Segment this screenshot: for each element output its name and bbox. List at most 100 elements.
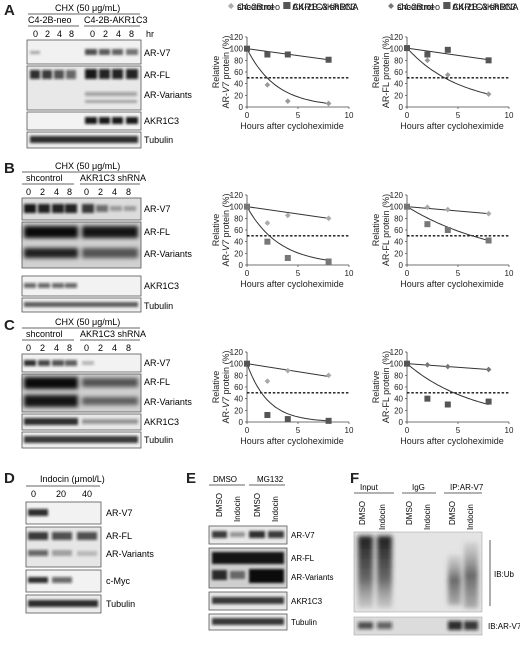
band-label: AR-V7 [106,508,133,518]
b-tp: 2 [40,187,45,197]
band-label: AR-V7 [144,358,171,368]
d-band-labels: AR-V7 AR-FL AR-Variants c-Myc Tubulin [106,508,154,609]
y-tick-label: 20 [394,91,403,100]
f-group-label: IgG [412,483,425,492]
chart-A-right: C4-2B neo C4-2B-AKR1C3 0 20 40 60 80 100 120 0 5 10… [371,2,516,131]
x-tick-label: 10 [505,269,514,278]
x-axis-label: Hours after cycloheximide [240,436,344,446]
fit-curve [406,363,489,405]
y-axis-label-part: AR- [221,93,231,109]
data-point [264,51,271,58]
y-axis-label-part: protein (%) [221,35,231,82]
series-square [244,203,332,265]
y-tick-label: 60 [234,68,243,77]
a-group-label-2: C4-2B-AKR1C3 [84,15,148,25]
legend-entry: C4-2B neo [397,2,440,12]
c-tp: 2 [98,343,103,353]
f-lane: Indocin [466,504,475,530]
y-axis-label-line: Relative [371,371,381,404]
f-lane: DMSO [448,501,457,525]
c-blot-tubulin [21,431,142,449]
e-group-label: DMSO [213,475,237,484]
series-square [244,45,332,63]
series-square [244,360,332,424]
legend-entry: AKR1C3 shRNA [452,2,518,12]
y-tick-label: 0 [239,418,244,427]
legend-entry: shcontrol [237,2,274,12]
series-diamond [244,360,332,384]
a-timepoints: 0 2 4 8 0 2 4 8 hr [33,29,154,39]
series-diamond [404,203,492,217]
panel-d: Indocin (μmol/L) 0 20 40 AR-V7 AR-FL AR-… [25,474,154,614]
data-point [244,360,250,367]
band-label: AR-FL [144,70,170,80]
b-tp: 8 [67,187,72,197]
b-group-label-1: shcontrol [26,173,63,183]
band-label: AKR1C3 [291,597,323,606]
data-point [424,221,431,228]
d-blot-arv7 [25,501,102,525]
f-band-label: IB:Ub [494,570,515,579]
data-point [444,363,451,370]
y-axis-label-line: AR-FL protein (%) [381,194,391,266]
y-tick-label: 80 [394,371,403,380]
e-band-labels: AR-V7 AR-FL AR-Variants AKR1C3 Tubulin [291,531,334,627]
a-group-label-1: C4-2B-neo [28,15,72,25]
y-tick-label: 120 [390,348,404,357]
band-label: Tubulin [291,618,317,627]
panel-letter-d: D [4,470,15,487]
f-lane: Indocin [378,504,387,530]
y-axis-label-part: AR- [221,251,231,267]
y-tick-label: 80 [234,214,243,223]
y-tick-label: 60 [394,68,403,77]
x-tick-label: 5 [456,426,461,435]
a-tp: 2 [103,29,108,39]
series-diamond [404,45,492,97]
legend-entry: AKR1C3 shRNA [292,2,358,12]
panel-letter-a: A [4,2,15,19]
data-point [404,45,410,52]
f-lane: Indocin [423,504,432,530]
data-point [424,395,431,402]
data-point [404,360,410,367]
y-axis-label-line: Relative [371,214,381,247]
e-blot-arfl [208,547,288,589]
legend-entry: shcontrol [397,2,434,12]
band-label: c-Myc [106,576,130,586]
a-blot-akr1c3 [26,111,142,131]
data-point [424,57,431,64]
y-tick-label: 60 [394,226,403,235]
b-band-labels: AR-V7 AR-FL AR-Variants AKR1C3 Tubulin [144,204,192,311]
y-tick-label: 80 [394,214,403,223]
data-point [424,51,431,58]
e-lane-labels: DMSO Indocin DMSO Indocin [215,493,280,522]
y-tick-label: 60 [394,383,403,392]
legend-square-marker [443,2,451,9]
f-lane: DMSO [405,501,414,525]
a-tp: 2 [45,29,50,39]
c-group-label-2: AKR1C3 shRNA [80,329,146,339]
legend-entry: C4-2B neo [237,2,280,12]
data-point [325,100,332,107]
y-axis-label: RelativeAR-V7 protein (%) [211,193,231,266]
y-tick-label: 20 [394,249,403,258]
data-point [444,72,451,78]
band-label: Tubulin [144,135,173,145]
y-axis-label-line: AR-FL protein (%) [381,351,391,423]
x-tick-label: 10 [345,269,354,278]
e-blot-tubulin [208,613,288,631]
data-point [424,362,431,368]
y-tick-label: 100 [230,203,244,212]
data-point [244,203,250,210]
f-band-label: IB:AR-V7 [488,622,520,631]
b-tp: 8 [126,187,131,197]
y-axis-label-italic: V7 [221,239,231,251]
data-point [424,204,431,211]
b-treatment-label: CHX (50 μg/mL) [55,161,120,171]
panel-letter-b: B [4,160,15,177]
y-tick-label: 40 [394,238,403,247]
data-point [264,412,271,418]
data-point [325,56,332,63]
data-point [244,45,250,52]
